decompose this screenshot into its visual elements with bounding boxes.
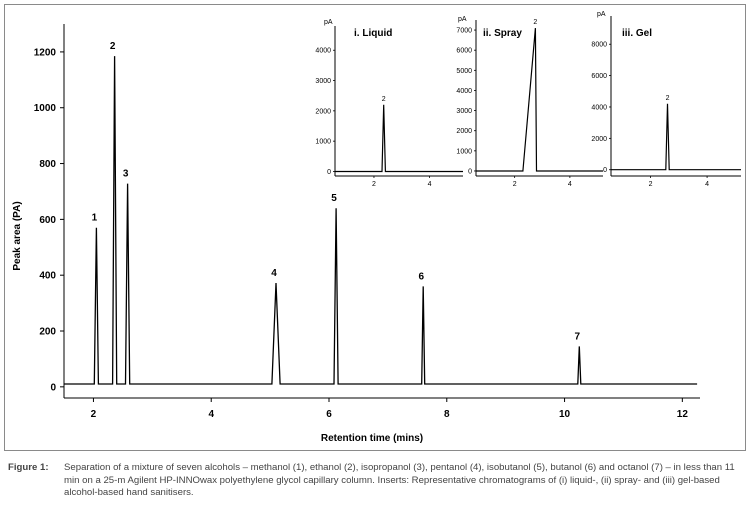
peak-label: 4: [271, 268, 277, 279]
inset-y-tick-label: 7000: [456, 28, 472, 35]
inset-x-tick-label: 2: [513, 181, 517, 188]
inset-y-tick-label: 0: [603, 167, 607, 174]
inset-background: [475, 16, 603, 176]
peak-label: 6: [418, 271, 424, 282]
inset-x-tick-label: 4: [428, 181, 432, 188]
x-tick-label: 2: [91, 409, 97, 420]
inset-y-tick-label: 4000: [591, 104, 607, 111]
inset-y-tick-label: 2000: [456, 128, 472, 135]
peak-label: 5: [331, 193, 337, 204]
inset-trace: [335, 104, 463, 173]
inset-unit-label: pA: [458, 16, 467, 23]
y-tick-label: 0: [50, 382, 56, 393]
inset-y-tick-label: 4000: [315, 48, 331, 55]
x-tick-label: 4: [208, 409, 214, 420]
y-tick-label: 1000: [34, 103, 57, 114]
inset-trace: [611, 103, 741, 171]
inset-y-tick-label: 1000: [315, 139, 331, 146]
x-tick-label: 12: [677, 409, 689, 420]
y-tick-label: 400: [39, 271, 56, 282]
x-axis-label: Retention time (mins): [321, 433, 423, 444]
inset-y-tick-label: 5000: [456, 68, 472, 75]
inset-background: [334, 22, 463, 176]
inset-spray: ii. Spray pA 0 1000 2000 3000 4000 5000 6000 70…: [456, 16, 603, 188]
y-tick-label: 600: [39, 215, 56, 226]
caption-text: Separation of a mixture of seven alcohol…: [64, 462, 735, 498]
inset-y-tick-label: 3000: [456, 108, 472, 115]
y-ticks: 0 200 400 600 800 1000 1200: [34, 47, 64, 393]
inset-trace: [476, 28, 603, 172]
inset-background: [610, 12, 741, 176]
inset-y-tick-label: 0: [468, 168, 472, 175]
inset-y-tick-label: 4000: [456, 88, 472, 95]
inset-unit-label: pA: [324, 19, 333, 26]
inset-x-tick-label: 2: [649, 181, 653, 188]
inset-x-tick-label: 2: [372, 181, 376, 188]
y-tick-label: 1200: [34, 47, 57, 58]
x-ticks: 2 4 6 8 10 12: [91, 398, 689, 420]
inset-x-tick-label: 4: [568, 181, 572, 188]
inset-y-tick-label: 1000: [456, 148, 472, 155]
x-tick-label: 10: [559, 409, 571, 420]
inset-peak-label: 2: [666, 95, 670, 102]
inset-y-tick-label: 6000: [456, 48, 472, 55]
inset-y-tick-label: 2000: [591, 136, 607, 143]
inset-y-tick-label: 3000: [315, 78, 331, 85]
peak-label: 7: [574, 331, 580, 342]
y-tick-label: 800: [39, 159, 56, 170]
inset-title: i. Liquid: [354, 28, 392, 39]
peak-label: 1: [92, 213, 98, 224]
chromatogram-trace: [64, 56, 698, 385]
inset-x-tick-label: 4: [705, 181, 709, 188]
peak-labels: 1 2 3 4 5 6 7: [92, 41, 581, 342]
x-tick-label: 6: [326, 409, 332, 420]
inset-y-tick-label: 6000: [591, 73, 607, 80]
x-tick-label: 8: [444, 409, 450, 420]
inset-liquid: i. Liquid pA 0 1000 2000 3000 4000 2 4 2: [315, 19, 463, 188]
peak-label: 2: [110, 41, 116, 52]
y-tick-label: 200: [39, 327, 56, 338]
inset-y-tick-label: 2000: [315, 108, 331, 115]
inset-peak-label: 2: [533, 19, 537, 26]
inset-peak-label: 2: [382, 96, 386, 103]
y-axis-label: Peak area (PA): [12, 201, 23, 270]
caption-label: Figure 1:: [8, 462, 49, 473]
figure-frame: [4, 4, 746, 451]
inset-y-tick-label: 0: [327, 169, 331, 176]
inset-y-tick-label: 8000: [591, 42, 607, 49]
peak-label: 3: [123, 169, 129, 180]
inset-gel: iii. Gel pA 0 2000 4000 6000 8000 2 4 2: [591, 11, 741, 188]
inset-title: iii. Gel: [622, 28, 652, 39]
inset-title: ii. Spray: [483, 28, 522, 39]
inset-unit-label: pA: [597, 11, 606, 18]
